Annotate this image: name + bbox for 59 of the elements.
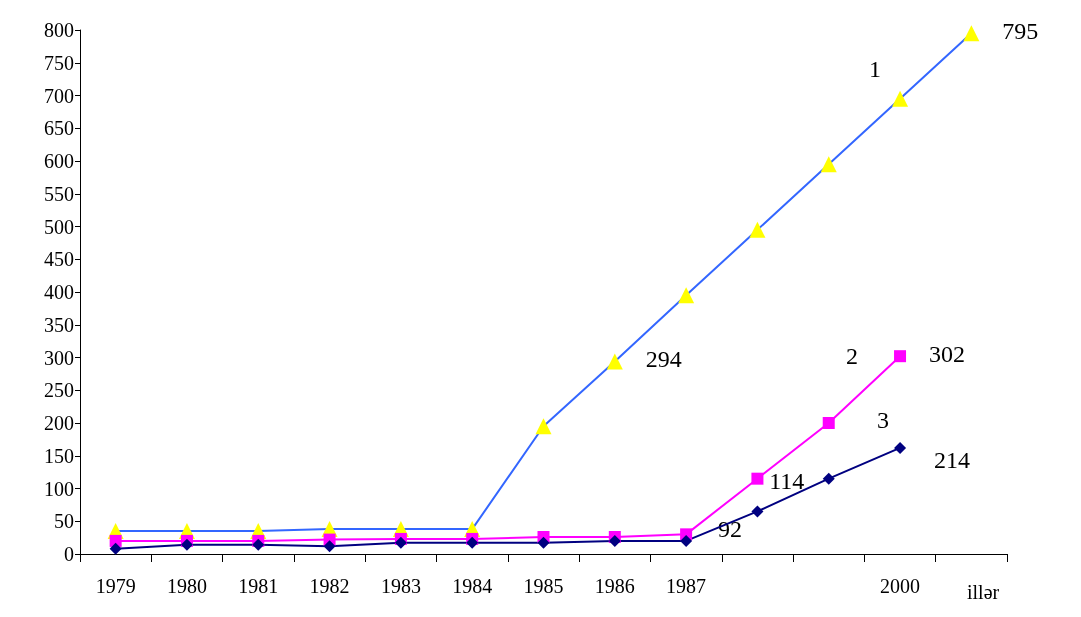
annotation: 114 [769,467,805,494]
point [680,534,693,547]
x-tick-label: 1979 [95,575,136,597]
y-tick-label: 500 [44,215,74,238]
point [606,353,623,370]
y-tick-label: 450 [44,248,74,271]
x-tick-label: 1985 [523,575,564,597]
point [109,542,122,555]
y-tick-label: 200 [44,412,74,434]
x-tick-label: 1983 [380,575,421,597]
y-tick-label: 0 [64,543,74,565]
y-tick-label: 800 [44,19,74,41]
series-label: 1 [869,55,882,82]
x-tick-label: 1981 [238,575,279,597]
annotation: 92 [718,515,743,542]
point [323,540,336,553]
data-label: 795 [1002,18,1039,45]
x-tick-label: 1980 [166,575,207,597]
data-label: 302 [929,341,966,368]
x-tick-label: 1986 [594,575,635,597]
y-tick-label: 100 [44,477,74,500]
point [537,536,550,549]
x-tick-label: 1987 [666,575,707,597]
y-tick-label: 300 [44,346,74,369]
point [466,536,479,549]
point [963,25,980,42]
y-tick-label: 700 [44,84,74,107]
point [894,441,907,454]
x-tick-label: 1982 [309,575,350,597]
point [822,417,835,429]
point [535,418,552,435]
point [608,534,621,547]
annotation: 214 [934,446,971,473]
data-label: 294 [645,346,682,373]
series-label: 2 [846,343,859,370]
series-label: 3 [877,406,890,433]
point [751,472,764,485]
y-tick-label: 350 [44,313,74,336]
y-tick-label: 750 [44,51,74,74]
x-axis-title: illər [967,581,1000,603]
x-tick-label: 2000 [880,575,921,597]
y-tick-label: 400 [44,281,74,303]
y-tick-label: 150 [44,444,74,467]
point [749,221,766,238]
y-tick-label: 650 [44,117,74,140]
y-tick-label: 50 [54,510,74,533]
x-tick-label: 1984 [452,575,493,597]
point [751,505,764,518]
point [822,472,835,485]
point [252,538,265,551]
point [820,156,837,173]
point [180,538,193,551]
point [892,90,909,107]
point [394,536,407,549]
y-tick-label: 550 [44,182,74,205]
point [678,287,695,304]
point [894,350,907,363]
y-tick-label: 600 [44,150,74,172]
y-tick-label: 250 [44,379,74,402]
